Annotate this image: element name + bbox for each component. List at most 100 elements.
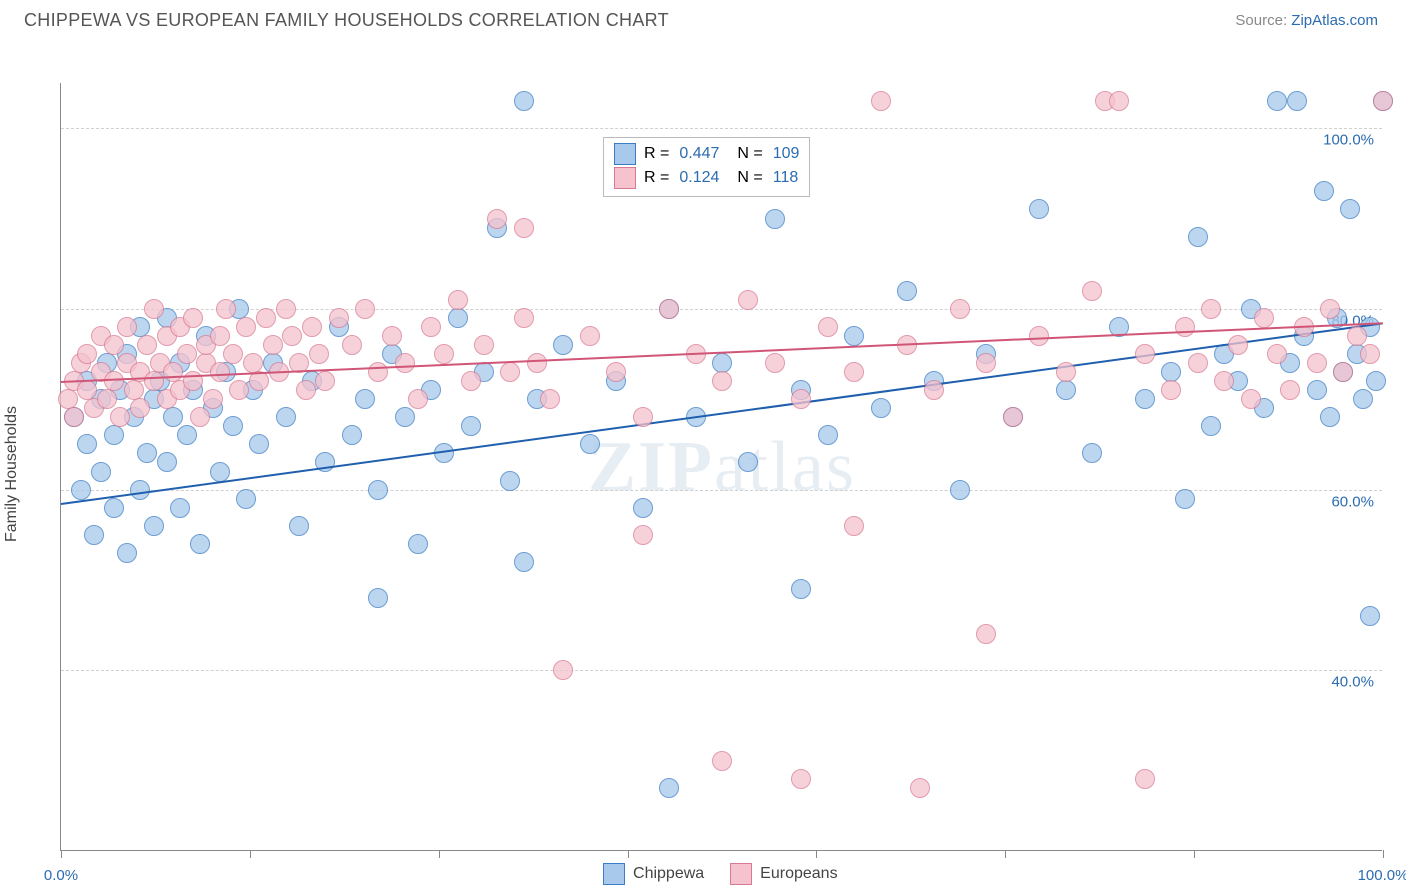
data-point [249,434,269,454]
data-point [791,769,811,789]
data-point [243,353,263,373]
data-point [263,335,283,355]
data-point [633,525,653,545]
legend-label: Europeans [760,865,837,883]
data-point [500,362,520,382]
data-point [71,480,91,500]
data-point [203,389,223,409]
data-point [1082,443,1102,463]
data-point [124,380,144,400]
data-point [712,371,732,391]
data-point [1347,326,1367,346]
series-swatch [614,143,636,165]
data-point [897,281,917,301]
data-point [163,362,183,382]
data-point [408,389,428,409]
x-tick-label-right: 100.0% [1358,867,1406,884]
data-point [514,218,534,238]
data-point [190,534,210,554]
x-tick [250,850,251,858]
data-point [871,398,891,418]
data-point [1188,353,1208,373]
n-value: 118 [773,166,799,190]
data-point [210,362,230,382]
data-point [738,290,758,310]
data-point [712,751,732,771]
data-point [950,299,970,319]
r-label: R = [644,142,669,166]
r-label: R = [644,166,669,190]
data-point [137,335,157,355]
data-point [117,543,137,563]
data-point [97,389,117,409]
source-link[interactable]: ZipAtlas.com [1291,12,1378,29]
stats-row: R =0.447N =109 [614,142,799,166]
y-tick-label: 100.0% [1323,132,1374,149]
data-point [580,434,600,454]
data-point [210,462,230,482]
data-point [104,498,124,518]
data-point [1214,371,1234,391]
x-tick [439,850,440,858]
r-value: 0.124 [679,166,719,190]
gridline [61,670,1382,671]
data-point [844,362,864,382]
data-point [1307,353,1327,373]
data-point [1373,91,1393,111]
data-point [606,362,626,382]
data-point [144,299,164,319]
data-point [659,299,679,319]
data-point [342,425,362,445]
series-swatch [614,167,636,189]
data-point [500,471,520,491]
data-point [329,308,349,328]
data-point [190,407,210,427]
data-point [157,452,177,472]
legend-item: Chippewa [603,863,704,885]
data-point [421,317,441,337]
data-point [77,380,97,400]
data-point [276,407,296,427]
x-tick [61,850,62,858]
watermark: ZIPatlas [588,426,856,509]
y-tick-label: 60.0% [1331,493,1374,510]
data-point [236,489,256,509]
legend-label: Chippewa [633,865,704,883]
data-point [818,425,838,445]
data-point [58,389,78,409]
data-point [1314,181,1334,201]
data-point [1188,227,1208,247]
data-point [1366,371,1386,391]
legend-swatch [730,863,752,885]
data-point [871,91,891,111]
data-point [84,525,104,545]
data-point [91,462,111,482]
y-tick-label: 40.0% [1331,674,1374,691]
data-point [1029,199,1049,219]
data-point [382,326,402,346]
data-point [765,353,785,373]
data-point [1267,91,1287,111]
chart-title: CHIPPEWA VS EUROPEAN FAMILY HOUSEHOLDS C… [24,10,669,31]
legend: Chippewa Europeans [603,863,838,885]
n-value: 109 [773,142,800,166]
data-point [1333,362,1353,382]
data-point [309,344,329,364]
data-point [77,434,97,454]
data-point [130,480,150,500]
data-point [170,498,190,518]
data-point [818,317,838,337]
chart-header: CHIPPEWA VS EUROPEAN FAMILY HOUSEHOLDS C… [0,0,1406,39]
data-point [144,516,164,536]
source-attribution: Source: ZipAtlas.com [1235,12,1378,29]
x-tick [816,850,817,858]
correlation-stats-box: R =0.447N =109R =0.124N =118 [603,137,810,197]
data-point [1320,299,1340,319]
data-point [77,344,97,364]
data-point [1241,389,1261,409]
data-point [1267,344,1287,364]
data-point [487,209,507,229]
stats-row: R =0.124N =118 [614,166,799,190]
data-point [236,317,256,337]
data-point [448,290,468,310]
